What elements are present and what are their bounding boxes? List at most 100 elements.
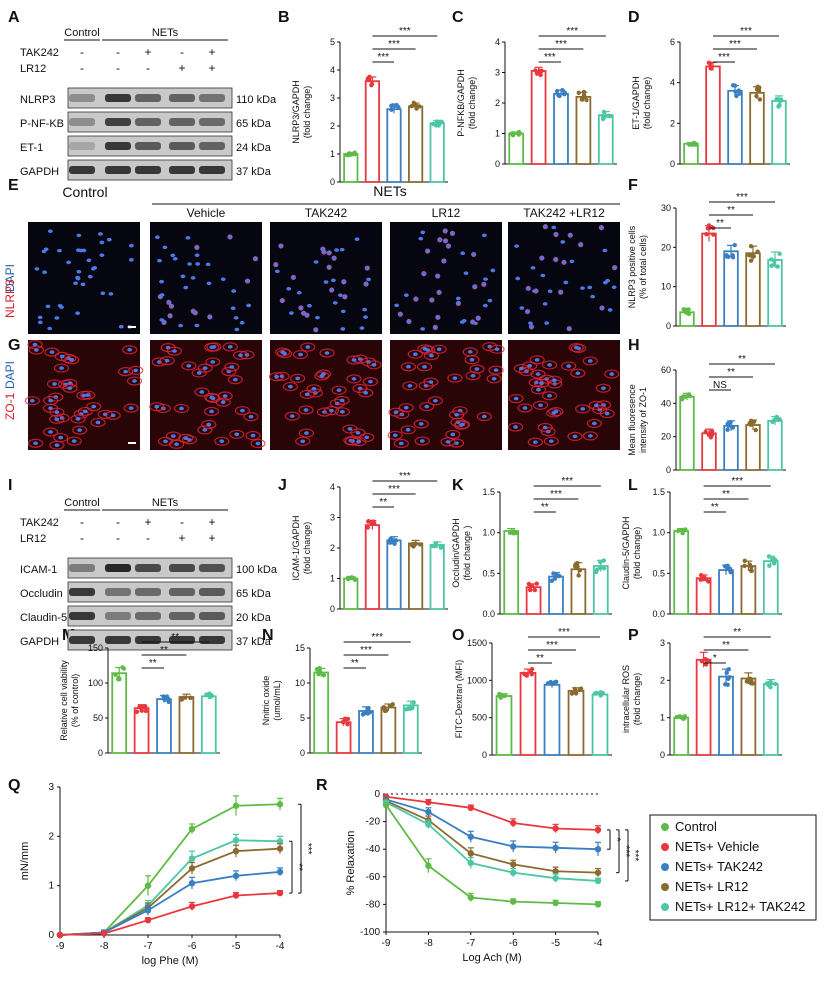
- micro-nlrp3-nucleus-2-21: [331, 256, 337, 260]
- micro-zo1-panel-0: [24, 339, 144, 450]
- chart-C-bar-combo: [597, 114, 614, 165]
- chart-D-tick-label-3: 6: [670, 37, 675, 47]
- chart-P-bar-combo: [762, 683, 779, 756]
- chart-R-point-combo-1: [425, 821, 432, 828]
- chart-M-dot-control-5: [113, 672, 118, 677]
- micro-zo1-junction-3-27: [423, 377, 439, 387]
- chart-L-tick-label-3: 1.5: [652, 487, 665, 497]
- panel-letter-G: G: [8, 337, 20, 354]
- chart-J-sig-label-2: **: [379, 497, 387, 508]
- micro-E-dapi-label: DAPI: [3, 264, 17, 292]
- chart-H-dot-control-4: [686, 392, 692, 397]
- micro-nlrp3-nucleus-1-11: [180, 274, 186, 279]
- chart-R-ytick-label-1: -20: [366, 817, 381, 828]
- chart-R-series-control: [385, 804, 599, 906]
- micro-nlrp3-nucleus-2-20: [337, 293, 343, 298]
- micro-zo1-junction-4-14: [592, 405, 608, 415]
- micro-zo1-nucleus-1-11: [199, 390, 205, 394]
- chart-J-bar-tak242: [386, 539, 402, 610]
- micro-nlrp3-nucleus-2-37: [326, 265, 332, 270]
- chart-C-dot-lr12-3: [584, 97, 589, 103]
- micro-zo1-junction-0-4: [128, 365, 144, 376]
- panel-letter-O: O: [452, 627, 464, 644]
- chart-R-point-tak242-1: [425, 808, 432, 816]
- chart-L-dot-lr12-1: [742, 558, 747, 564]
- chart-K-dot-vehicle-3: [528, 587, 533, 593]
- panel-letter-A: A: [8, 9, 20, 26]
- chart-O-dot-lr12-5: [570, 689, 576, 695]
- micro-col-label-0: Vehicle: [187, 206, 226, 220]
- micro-nlrp3-nucleus-3-6: [437, 237, 443, 242]
- chart-K-sig-label-1: ***: [550, 489, 562, 500]
- micro-zo1-junction-0-34: [76, 390, 92, 401]
- micro-zo1-junction-4-20: [507, 422, 524, 432]
- chart-O-dot-vehicle-2: [528, 669, 534, 674]
- micro-zo1-bg-4: [508, 340, 620, 450]
- micro-zo1-nucleus-1-37: [234, 432, 240, 437]
- micro-zo1-nucleus-3-14: [469, 357, 475, 362]
- chart-R-ylabel: % Relaxation: [345, 831, 357, 896]
- chart-F-bar-tak242: [723, 250, 739, 327]
- micro-nlrp3-nucleus-3-15: [460, 251, 466, 256]
- chart-D-dot-lr12-5: [756, 88, 762, 93]
- micro-nlrp3-nucleus-2-9: [286, 287, 292, 291]
- micro-zo1-junction-1-14: [205, 357, 221, 367]
- micro-zo1-nucleus-1-9: [220, 400, 226, 405]
- micro-zo1-junction-1-35: [173, 403, 190, 414]
- micro-zo1-nucleus-1-12: [240, 408, 245, 413]
- micro-zo1-nucleus-4-16: [572, 434, 578, 439]
- panel-letter-B: B: [278, 9, 290, 26]
- chart-J-dot-tak242-1: [393, 538, 399, 543]
- blotI-sign-0-4: +: [208, 515, 215, 529]
- micro-nlrp3-nucleus-0-18: [86, 258, 92, 263]
- micro-zo1-junction-0-26: [49, 407, 65, 417]
- micro-zo1-nucleus-3-5: [432, 398, 438, 403]
- micro-nlrp3-nucleus-3-1: [413, 297, 419, 301]
- micro-zo1-junction-0-25: [77, 406, 93, 417]
- chart-M-tick-label-1: 50: [93, 713, 103, 723]
- micro-zo1-junction-2-34: [334, 395, 350, 406]
- micro-zo1-junction-2-16: [268, 372, 285, 382]
- blotA-sign-0-4: +: [208, 45, 215, 59]
- micro-zo1-nucleus-0-34: [81, 393, 87, 398]
- micro-zo1-junction-1-34: [206, 342, 222, 352]
- chart-F-bar-lr12: [745, 252, 761, 327]
- micro-zo1-nucleus-1-21: [222, 394, 228, 398]
- blotI-nets-header: NETs: [152, 497, 179, 509]
- chart-J-ylabel-1: (fold change): [302, 522, 312, 575]
- micro-zo1-junction-1-36: [250, 438, 266, 449]
- blotA-band-0-3: [169, 94, 195, 102]
- micro-zo1-junction-1-26: [227, 375, 243, 385]
- micro-zo1-nucleus-2-33: [287, 384, 293, 389]
- micro-nlrp3-nucleus-1-2: [159, 279, 164, 284]
- micro-zo1-junction-2-7: [275, 347, 291, 357]
- micro-zo1-nucleus-0-31: [59, 354, 65, 359]
- micro-nlrp3-nucleus-2-5: [332, 301, 338, 305]
- chart-P-dot-combo-5: [766, 681, 771, 686]
- chart-R-point-combo-2: [467, 859, 474, 867]
- chart-M-dot-lr12-5: [188, 695, 193, 701]
- chart-M-dot-combo-5: [207, 691, 212, 696]
- micro-zo1-junction-1-19: [181, 435, 198, 445]
- micro-zo1-nucleus-1-7: [170, 434, 176, 438]
- micro-zo1-junction-1-33: [204, 392, 220, 402]
- chart-R-sig-label-2: ***: [629, 850, 640, 862]
- chart-F-dot-combo-5: [777, 251, 782, 257]
- chart-R-point-vehicle-1: [425, 799, 432, 806]
- chart-N-bar-combo: [402, 704, 419, 754]
- chart-Q-ylabel: mN/mm: [19, 842, 31, 881]
- chart-H-dot-vehicle-4: [708, 435, 714, 440]
- chart-H-bar-lr12: [745, 424, 761, 471]
- chart-K-dot-combo-5: [594, 567, 600, 572]
- blotI-kda-3: 37 kDa: [236, 636, 272, 648]
- micro-zo1-nucleus-0-33: [128, 406, 134, 410]
- chart-R-point-lr12-2: [467, 850, 474, 857]
- chart-B-dot-combo-4: [436, 123, 441, 128]
- micro-zo1-junction-0-31: [54, 351, 70, 361]
- chart-C-bar-vehicle: [530, 70, 547, 165]
- chart-R-xtick-label-1: -8: [424, 938, 433, 949]
